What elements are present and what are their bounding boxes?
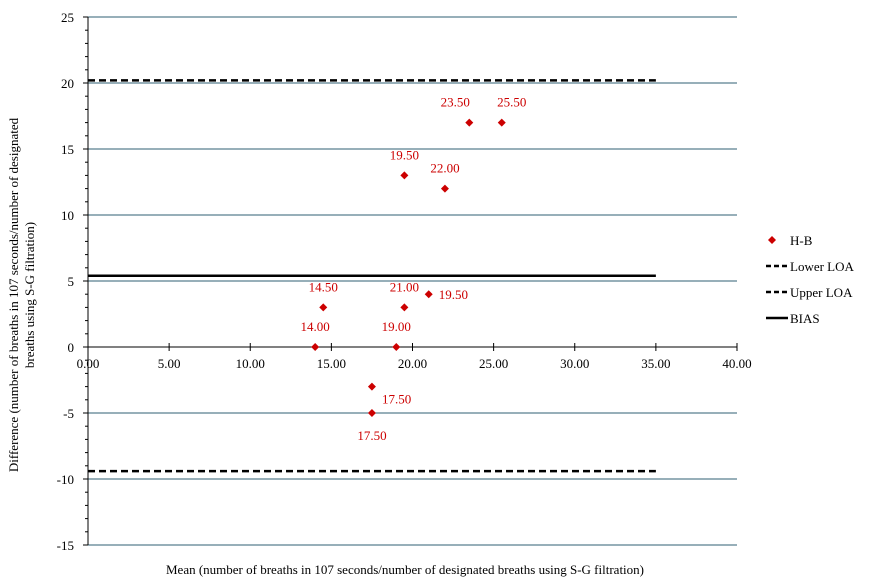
data-point xyxy=(367,382,376,391)
data-point xyxy=(465,118,474,127)
x-axis-label: Mean (number of breaths in 107 seconds/n… xyxy=(166,562,644,577)
x-tick-label: 5.00 xyxy=(158,356,181,371)
data-label: 22.00 xyxy=(430,161,459,176)
y-tick-label: 15 xyxy=(61,142,74,157)
axes xyxy=(83,16,738,546)
data-label: 14.50 xyxy=(309,279,338,294)
y-axis-label-line-2: breaths using S-G filtration) xyxy=(22,222,37,368)
y-tick-labels: -15 -10 -5 0 5 10 15 20 25 xyxy=(57,10,74,553)
data-label: 19.00 xyxy=(382,319,411,334)
data-point xyxy=(497,118,506,127)
data-point xyxy=(400,171,409,180)
legend-label: Lower LOA xyxy=(790,259,855,274)
data-labels: 23.50 25.50 19.50 22.00 14.50 21.00 19.50 14.00… xyxy=(301,95,527,443)
data-label: 23.50 xyxy=(441,95,470,110)
y-tick-label: -15 xyxy=(57,538,74,553)
x-tick-label: 30.00 xyxy=(560,356,589,371)
x-tick-labels: 0.00 5.00 10.00 15.00 20.00 25.00 30.00 35.00 40… xyxy=(77,356,752,371)
y-tick-label: 5 xyxy=(68,274,75,289)
data-point xyxy=(400,303,409,312)
x-tick-label: 20.00 xyxy=(398,356,427,371)
x-tick-label: 0.00 xyxy=(77,356,100,371)
x-tick-label: 10.00 xyxy=(236,356,265,371)
x-tick-label: 15.00 xyxy=(317,356,346,371)
data-label: 19.50 xyxy=(439,287,468,302)
legend-label: H-B xyxy=(790,233,813,248)
y-tick-label: -5 xyxy=(63,406,74,421)
y-tick-label: 10 xyxy=(61,208,74,223)
y-tick-label: 20 xyxy=(61,76,74,91)
data-point xyxy=(319,303,328,312)
data-points xyxy=(311,118,506,417)
y-axis-label: Difference (number of breaths in 107 sec… xyxy=(6,117,37,472)
legend-marker-diamond xyxy=(768,236,776,244)
gridlines xyxy=(88,16,737,546)
y-axis-label-line-1: Difference (number of breaths in 107 sec… xyxy=(6,117,21,472)
data-label: 19.50 xyxy=(390,147,419,162)
legend-label: Upper LOA xyxy=(790,285,853,300)
data-label: 25.50 xyxy=(497,95,526,110)
x-tick-label: 40.00 xyxy=(722,356,751,371)
x-tick-label: 35.00 xyxy=(641,356,670,371)
data-point xyxy=(392,343,401,351)
legend: H-B Lower LOA Upper LOA BIAS xyxy=(766,233,855,326)
reference-lines xyxy=(88,79,656,473)
data-label: 17.50 xyxy=(357,428,386,443)
data-point xyxy=(311,343,320,351)
x-tick-label: 25.00 xyxy=(479,356,508,371)
data-point xyxy=(367,409,376,417)
y-tick-label: 25 xyxy=(61,10,74,25)
y-tick-label: -10 xyxy=(57,472,74,487)
data-label: 14.00 xyxy=(301,319,330,334)
y-tick-label: 0 xyxy=(68,340,75,355)
legend-label: BIAS xyxy=(790,311,820,326)
data-point xyxy=(424,290,433,299)
data-point xyxy=(440,184,449,193)
data-label: 21.00 xyxy=(390,279,419,294)
data-label: 17.50 xyxy=(382,392,411,407)
